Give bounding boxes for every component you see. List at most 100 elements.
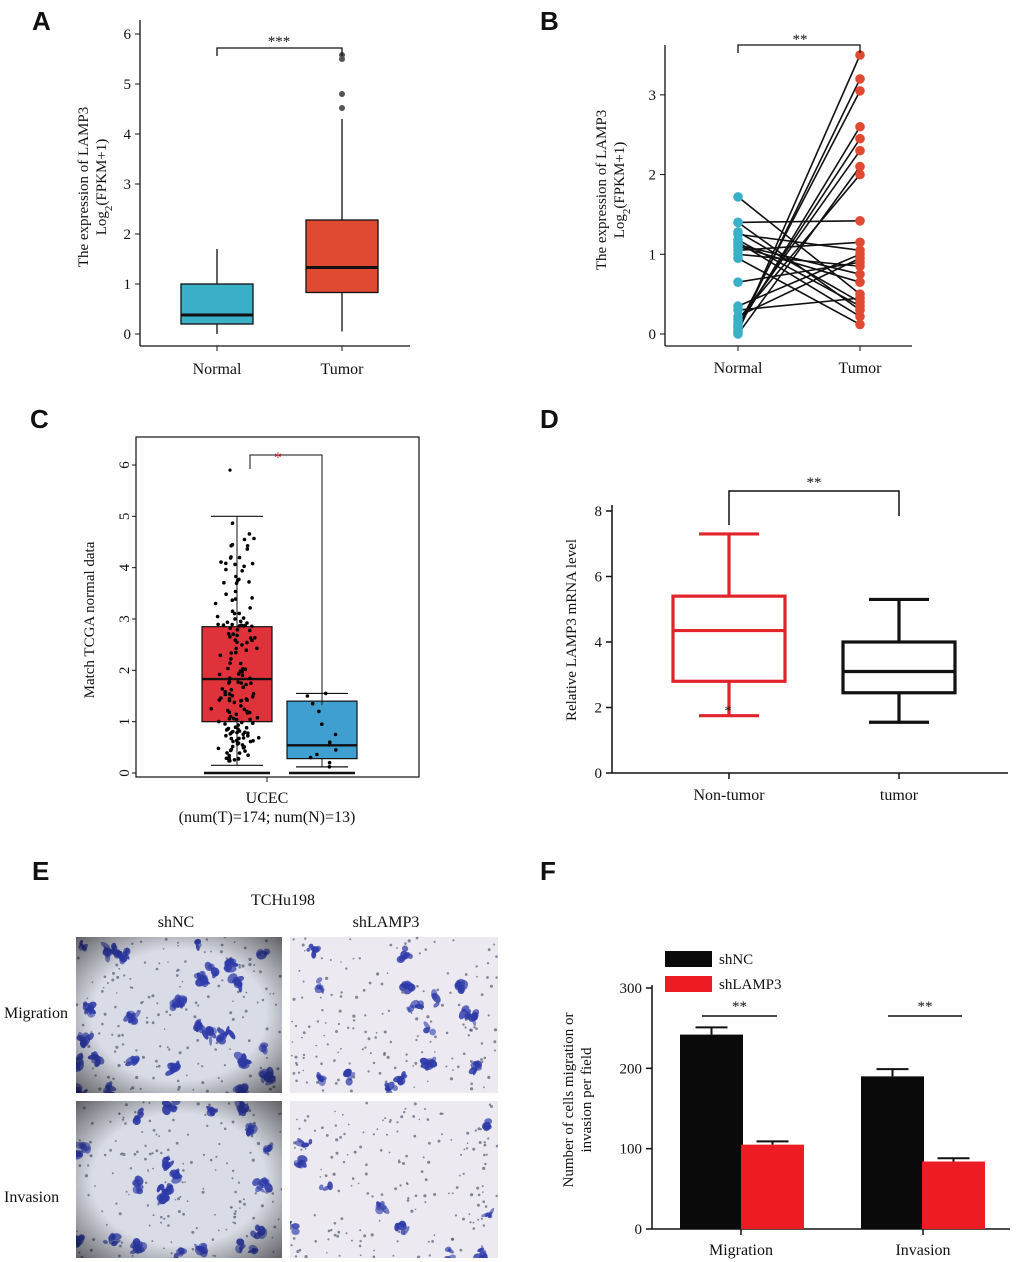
micrograph-pore-1-80 xyxy=(405,1053,408,1056)
panel-c-tumor-point-32 xyxy=(229,651,233,655)
panel-d-xtick-label-1: tumor xyxy=(880,787,919,804)
panel-c-tumor-point-66 xyxy=(240,643,244,647)
panel-a-ytick-label-5: 5 xyxy=(124,77,132,93)
panel-a-ytick-label-6: 6 xyxy=(124,27,132,43)
micrograph-pore-1-74 xyxy=(364,1014,367,1017)
micrograph-pore-1-145 xyxy=(321,1009,324,1012)
micrograph-pore-1-160 xyxy=(487,948,491,952)
panel-c-tumor-point-109 xyxy=(246,734,250,738)
micrograph-pore-1-77 xyxy=(415,1017,419,1021)
micrograph-pore-3-40 xyxy=(365,1101,369,1105)
panel-c-tumor-point-56 xyxy=(247,580,251,584)
micrograph-pore-3-27 xyxy=(400,1115,404,1119)
micrograph-pore-3-23 xyxy=(396,1240,399,1243)
micrograph-pore-3-100 xyxy=(481,1185,484,1188)
micrograph-pore-3-37 xyxy=(410,1209,414,1213)
panel-d-ytick-label-2: 4 xyxy=(595,635,603,651)
micrograph-pore-3-70 xyxy=(333,1222,337,1225)
micrograph-pore-3-41 xyxy=(495,1194,498,1198)
micrograph-cell-1-3-2 xyxy=(311,950,317,959)
panel-b-pair-line-12 xyxy=(737,253,861,307)
micrograph-pore-3-1 xyxy=(324,1174,328,1177)
panel-c-tumor-point-6 xyxy=(251,691,256,696)
micrograph-pore-3-98 xyxy=(362,1131,365,1134)
panel-d-sig-label: ** xyxy=(807,475,822,491)
panel-c-ytick-label-4: 4 xyxy=(117,563,133,571)
micrograph-pore-3-81 xyxy=(341,1113,344,1116)
panel-c-tumor-point-45 xyxy=(256,735,261,740)
micrograph-pore-3-166 xyxy=(339,1136,342,1139)
panel-b-pair-line-22 xyxy=(737,90,861,327)
panel-c-tumor-point-165 xyxy=(242,537,247,542)
panel-b-tumor-point-7 xyxy=(855,277,865,287)
panel-c-tumor-point-46 xyxy=(240,673,245,678)
panel-c-tumor-point-20 xyxy=(236,723,240,727)
micrograph-pore-1-81 xyxy=(386,972,389,974)
panel-b-pair-line-18 xyxy=(737,126,861,329)
micrograph-pore-3-141 xyxy=(433,1234,436,1237)
micrograph-pore-3-8 xyxy=(340,1217,344,1220)
panel-f-bar-shLAMP3-1 xyxy=(922,1161,985,1229)
micrograph-pore-3-29 xyxy=(466,1131,470,1135)
micrograph-pore-3-103 xyxy=(413,1102,417,1106)
micrograph-pore-1-163 xyxy=(302,980,305,983)
micrograph-pore-1-100 xyxy=(422,990,425,993)
panel-b-ytick-label-2: 2 xyxy=(649,168,657,184)
panel-c-normal-point-5 xyxy=(327,743,332,747)
panel-c-tumor-point-106 xyxy=(230,622,234,627)
micrograph-pore-1-5 xyxy=(451,1057,454,1060)
micrograph-pore-1-103 xyxy=(434,1035,437,1039)
micrograph-pore-3-53 xyxy=(319,1176,322,1178)
panel-c-tumor-point-139 xyxy=(249,681,253,685)
micrograph-pore-1-162 xyxy=(483,1056,487,1060)
micrograph-pore-1-169 xyxy=(349,938,352,941)
panel-b-tumor-point-13 xyxy=(855,293,865,303)
panel-f-ylabel: Number of cells migration or xyxy=(561,1013,577,1188)
micrograph-pore-1-65 xyxy=(416,1035,419,1038)
micrograph-pore-3-131 xyxy=(483,1141,486,1144)
micrograph-pore-3-9 xyxy=(378,1219,381,1222)
panel-c-tumor-point-82 xyxy=(231,729,235,734)
micrograph-cell-1-3-5 xyxy=(308,943,314,949)
micrograph-0 xyxy=(76,937,282,1093)
micrograph-vignette-0 xyxy=(76,937,282,1093)
panel-c-tumor-point-91 xyxy=(237,624,242,628)
micrograph-cell-3-8-1 xyxy=(291,1227,300,1236)
panel-f-ytick-label-3: 300 xyxy=(620,981,643,997)
panel-c-tumor-point-108 xyxy=(228,661,232,665)
panel-c-tumor-point-97 xyxy=(248,606,252,610)
micrograph-pore-3-115 xyxy=(428,1141,431,1145)
panel-c-normal-point-11 xyxy=(305,694,310,698)
panel-b-ytick-label-1: 1 xyxy=(649,247,657,263)
micrograph-pore-1-59 xyxy=(340,961,342,963)
micrograph-pore-1-101 xyxy=(426,1015,430,1019)
micrograph-cell-1-15-5 xyxy=(399,1074,405,1081)
micrograph-pore-1-105 xyxy=(412,1065,415,1067)
panel-e-col-shlamp3: shLAMP3 xyxy=(353,914,420,931)
panel-f-bar-shNC-0 xyxy=(680,1034,743,1229)
panel-letter-b: B xyxy=(540,6,559,36)
panel-c-tumor-point-83 xyxy=(237,577,241,582)
panel-d-xtick-label-0: Non-tumor xyxy=(693,787,765,804)
panel-c-xlabel: UCEC xyxy=(246,790,289,807)
panel-c-tumor-point-115 xyxy=(242,707,247,712)
micrograph-cell-1-2-1 xyxy=(401,945,409,952)
micrograph-pore-3-55 xyxy=(334,1124,337,1127)
micrograph-pore-3-6 xyxy=(463,1148,466,1151)
micrograph-cell-3-3-3 xyxy=(299,1159,307,1168)
micrograph-pore-1-43 xyxy=(367,1070,370,1073)
panel-c-tumor-point-141 xyxy=(236,727,240,731)
panel-b-tumor-point-20 xyxy=(855,50,865,60)
micrograph-pore-3-143 xyxy=(405,1182,409,1185)
panel-c-tumor-point-137 xyxy=(241,736,246,740)
panel-a-sig-bracket xyxy=(216,47,343,56)
panel-a-ytick-label-0: 0 xyxy=(124,327,132,343)
panel-c-tumor-point-118 xyxy=(227,698,232,703)
panel-c-tumor-point-93 xyxy=(233,562,237,567)
micrograph-cell-1-0-4 xyxy=(384,1086,392,1092)
panel-b-normal-point-10 xyxy=(733,253,743,264)
micrograph-pore-1-10 xyxy=(302,1069,305,1072)
panel-c-tumor-point-156 xyxy=(238,661,243,666)
micrograph-pore-1-46 xyxy=(292,1072,296,1075)
micrograph-pore-3-120 xyxy=(396,1121,399,1124)
